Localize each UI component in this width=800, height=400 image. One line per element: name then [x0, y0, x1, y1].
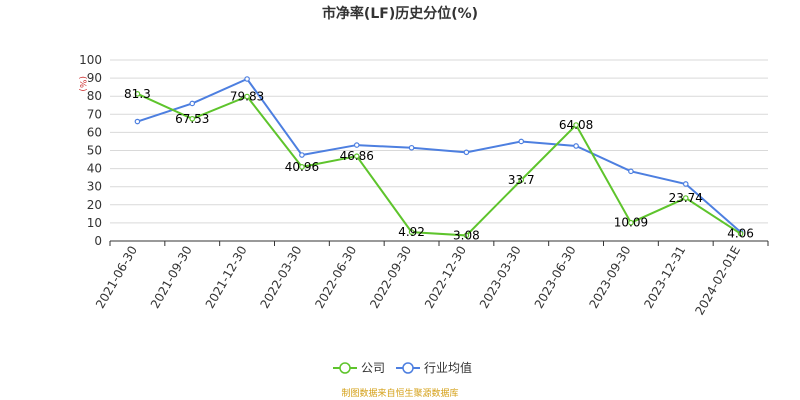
- data-label: 33.7: [508, 173, 535, 187]
- x-tick-label: 2021-06-30: [93, 244, 140, 311]
- data-point-company: [573, 122, 579, 128]
- legend-company-marker: [339, 362, 351, 374]
- data-label: 81.3: [124, 87, 151, 101]
- data-point-company: [189, 115, 196, 122]
- data-label: 4.06: [727, 227, 754, 241]
- x-tick-label: 2023-09-30: [587, 244, 634, 311]
- legend-item-industry-avg[interactable]: 行业均值: [396, 360, 472, 375]
- y-tick-label: 100: [79, 53, 102, 67]
- y-tick-label: 90: [87, 71, 102, 85]
- data-point-company: [737, 230, 744, 237]
- data-label: 3.08: [453, 228, 480, 242]
- x-tick-label: 2023-12-31: [641, 244, 688, 311]
- data-point-industry-avg: [682, 181, 689, 187]
- data-point-company: [134, 91, 141, 97]
- x-tick-label: 2021-09-30: [148, 244, 195, 311]
- y-tick-label: 70: [87, 107, 102, 121]
- y-tick-label: 40: [87, 162, 102, 176]
- data-point-company: [518, 177, 525, 183]
- legend-industry-marker: [402, 362, 414, 374]
- data-point-industry-avg: [189, 100, 196, 107]
- legend-item-company[interactable]: 公司: [333, 361, 385, 375]
- data-source-note: 制图数据来自恒生聚源数据库: [341, 387, 458, 399]
- data-point-industry-avg: [408, 144, 415, 151]
- series-line-company: [137, 92, 742, 237]
- legend-industry-label: 行业均值: [424, 360, 472, 375]
- data-point-company: [353, 153, 360, 159]
- data-point-company: [682, 195, 689, 201]
- data-point-company: [408, 229, 415, 235]
- y-tick-label: 30: [87, 180, 102, 194]
- x-tick-label: 2022-06-30: [312, 244, 359, 311]
- y-tick-label: 80: [87, 89, 102, 103]
- data-point-industry-avg: [628, 168, 634, 175]
- series-line-industry-avg: [137, 77, 742, 233]
- x-tick-label: 2023-03-30: [477, 244, 524, 311]
- data-label: 67.53: [175, 112, 209, 126]
- data-label: 40.96: [285, 160, 319, 174]
- data-label: 4.92: [398, 225, 425, 239]
- y-tick-label: 0: [94, 234, 102, 248]
- data-point-industry-avg: [353, 142, 360, 148]
- data-label: 23.74: [669, 191, 703, 205]
- legend: 公司 行业均值: [333, 360, 472, 375]
- data-point-industry-avg: [134, 118, 141, 125]
- data-point-company: [299, 164, 305, 170]
- x-tick-label: 2022-09-30: [367, 244, 414, 311]
- data-point-industry-avg: [299, 152, 305, 158]
- series-lines: [134, 76, 744, 239]
- x-tick-label: 2022-03-30: [258, 244, 305, 311]
- data-point-industry-avg: [463, 149, 470, 156]
- y-tick-label: 10: [87, 216, 102, 230]
- data-point-company: [463, 232, 470, 239]
- data-point-company: [244, 93, 250, 100]
- data-point-industry-avg: [518, 138, 525, 145]
- chart-title: 市净率(LF)历史分位(%): [322, 5, 478, 22]
- data-label: 79.83: [230, 90, 264, 104]
- data-point-industry-avg: [244, 76, 250, 82]
- data-point-industry-avg: [573, 143, 579, 149]
- data-label: 64.08: [559, 118, 593, 132]
- data-point-company: [628, 219, 634, 226]
- legend-company-label: 公司: [361, 361, 385, 375]
- axes: 0 10 20 30 40 50 60 70 80 90 100 2021-06-30 2021-09-…: [79, 53, 769, 318]
- x-tick-label: 2023-06-30: [532, 244, 579, 311]
- data-labels: 81.3 67.53 79.83 40.96 46.86 4.92 3.08 33.7 64.0…: [124, 87, 754, 243]
- x-tick-label: 2024-02-01E: [692, 244, 743, 318]
- y-axis-unit: (%): [77, 76, 87, 92]
- data-label: 10.09: [614, 216, 648, 230]
- y-tick-label: 20: [87, 198, 102, 212]
- y-tick-label: 50: [87, 144, 102, 158]
- data-label: 46.86: [340, 149, 374, 163]
- y-tick-label: 60: [87, 125, 102, 139]
- x-tick-label: 2021-12-30: [203, 243, 250, 310]
- x-tick-label: 2022-12-30: [422, 243, 469, 310]
